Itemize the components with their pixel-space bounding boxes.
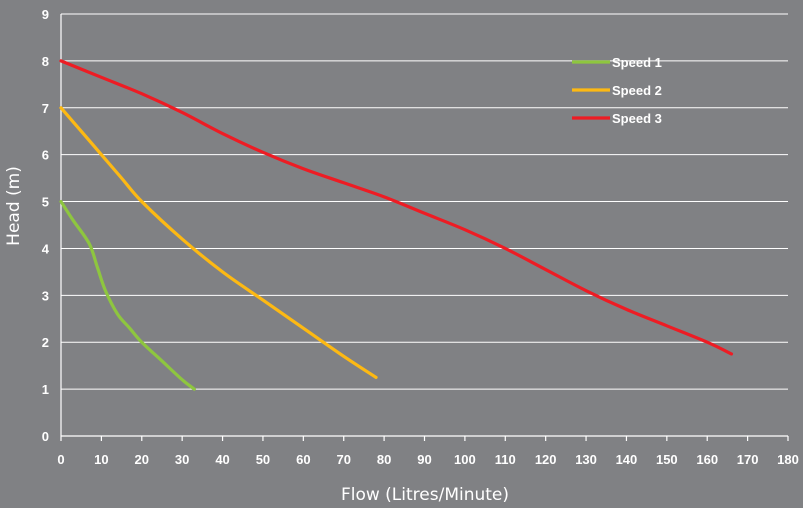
data-series xyxy=(59,59,734,391)
series-line-speed-3 xyxy=(59,59,734,356)
y-tick-label: 5 xyxy=(42,195,49,210)
x-tick-label: 10 xyxy=(94,452,108,467)
y-tick-label: 4 xyxy=(42,241,50,256)
x-tick-label: 150 xyxy=(656,452,678,467)
x-tick-label: 90 xyxy=(417,452,431,467)
y-tick-label: 9 xyxy=(42,7,49,22)
x-tick-label: 80 xyxy=(377,452,391,467)
series-line-speed-1 xyxy=(59,199,196,391)
x-tick-label: 70 xyxy=(336,452,350,467)
legend: Speed 1 Speed 2 Speed 3 xyxy=(572,55,662,126)
x-tick-label: 100 xyxy=(454,452,476,467)
y-tick-label: 7 xyxy=(42,101,49,116)
gridlines xyxy=(61,13,788,390)
x-tick-label: 60 xyxy=(296,452,310,467)
y-tick-label: 1 xyxy=(42,382,49,397)
legend-label: Speed 2 xyxy=(612,83,662,98)
x-tick-label: 130 xyxy=(575,452,597,467)
x-tick-label: 110 xyxy=(495,452,516,467)
x-tick-label: 170 xyxy=(737,452,759,467)
series-line-speed-2 xyxy=(59,106,378,379)
y-axis-title: Head (m) xyxy=(4,166,24,246)
y-tick-label: 0 xyxy=(42,429,49,444)
y-tick-label: 6 xyxy=(42,148,49,163)
x-tick-label: 50 xyxy=(256,452,270,467)
x-tick-label: 140 xyxy=(616,452,638,467)
legend-label: Speed 3 xyxy=(612,111,662,126)
x-axis-title: Flow (Litres/Minute) xyxy=(341,485,509,505)
x-tick-label: 160 xyxy=(696,452,718,467)
axes xyxy=(60,14,789,441)
y-tick-label: 3 xyxy=(42,288,49,303)
legend-label: Speed 1 xyxy=(612,55,662,70)
x-tick-label: 180 xyxy=(777,452,799,467)
x-tick-label: 20 xyxy=(135,452,149,467)
x-tick-label: 40 xyxy=(215,452,229,467)
x-tick-label: 30 xyxy=(175,452,189,467)
x-tick-label: 0 xyxy=(57,452,64,467)
x-tick-label: 120 xyxy=(535,452,557,467)
y-tick-label: 2 xyxy=(42,335,49,350)
y-tick-label: 8 xyxy=(42,54,49,69)
